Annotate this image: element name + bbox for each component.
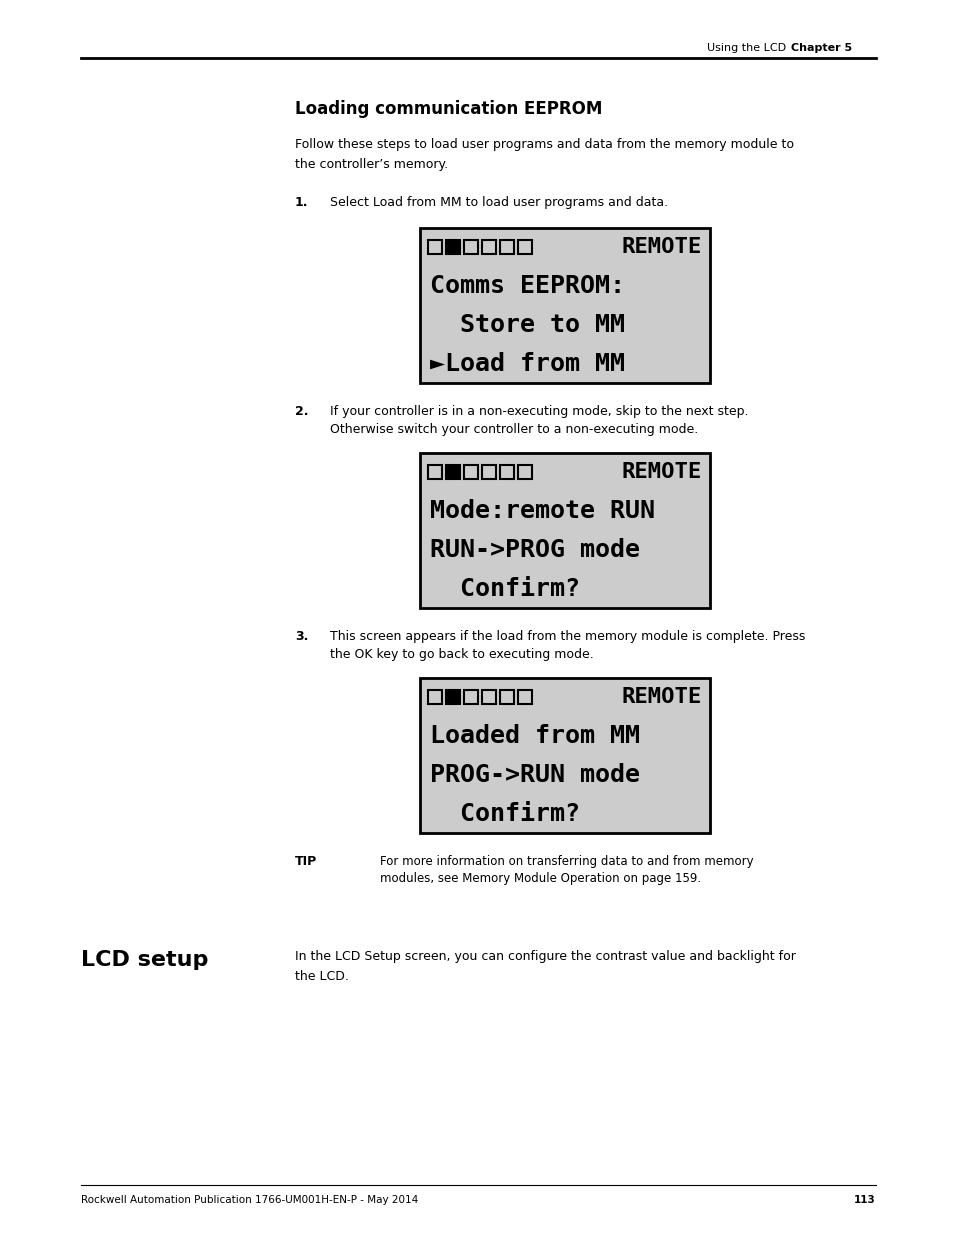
Bar xyxy=(446,466,459,479)
Text: TIP: TIP xyxy=(294,855,317,868)
Text: 3.: 3. xyxy=(294,630,308,643)
Text: 2.: 2. xyxy=(294,405,308,417)
Text: Otherwise switch your controller to a non-executing mode.: Otherwise switch your controller to a no… xyxy=(330,424,698,436)
Text: Using the LCD: Using the LCD xyxy=(706,43,785,53)
Bar xyxy=(463,241,477,254)
Bar xyxy=(428,466,441,479)
Text: Comms EEPROM:: Comms EEPROM: xyxy=(430,274,624,298)
Text: Loading communication EEPROM: Loading communication EEPROM xyxy=(294,100,601,119)
Bar xyxy=(428,241,441,254)
Text: PROG->RUN mode: PROG->RUN mode xyxy=(430,763,639,787)
Bar xyxy=(517,466,532,479)
Bar xyxy=(419,228,709,383)
Bar xyxy=(499,241,514,254)
Bar xyxy=(499,466,514,479)
Text: For more information on transferring data to and from memory: For more information on transferring dat… xyxy=(379,855,753,868)
Text: In the LCD Setup screen, you can configure the contrast value and backlight for: In the LCD Setup screen, you can configu… xyxy=(294,950,795,963)
Text: modules, see Memory Module Operation on page 159.: modules, see Memory Module Operation on … xyxy=(379,872,700,885)
Bar xyxy=(499,690,514,704)
Text: Mode:remote RUN: Mode:remote RUN xyxy=(430,499,655,524)
Bar xyxy=(419,453,709,608)
Bar xyxy=(517,241,532,254)
Bar xyxy=(481,241,496,254)
Text: 1.: 1. xyxy=(294,196,308,209)
Bar xyxy=(463,690,477,704)
Bar xyxy=(481,690,496,704)
Text: This screen appears if the load from the memory module is complete. Press: This screen appears if the load from the… xyxy=(330,630,804,643)
Bar xyxy=(446,690,459,704)
Bar xyxy=(419,678,709,832)
Text: Rockwell Automation Publication 1766-UM001H-EN-P - May 2014: Rockwell Automation Publication 1766-UM0… xyxy=(81,1195,417,1205)
Text: Confirm?: Confirm? xyxy=(430,577,579,600)
Text: the controller’s memory.: the controller’s memory. xyxy=(294,158,448,170)
Bar xyxy=(446,241,459,254)
Text: LCD setup: LCD setup xyxy=(81,950,208,969)
Text: Chapter 5: Chapter 5 xyxy=(790,43,851,53)
Text: Select Load from MM to load user programs and data.: Select Load from MM to load user program… xyxy=(330,196,667,209)
Text: REMOTE: REMOTE xyxy=(621,462,701,483)
Text: Confirm?: Confirm? xyxy=(430,802,579,826)
Bar xyxy=(463,466,477,479)
Text: REMOTE: REMOTE xyxy=(621,688,701,708)
Text: Store to MM: Store to MM xyxy=(430,312,624,337)
Bar xyxy=(517,690,532,704)
Text: Loaded from MM: Loaded from MM xyxy=(430,724,639,748)
Text: Follow these steps to load user programs and data from the memory module to: Follow these steps to load user programs… xyxy=(294,138,793,151)
Text: the LCD.: the LCD. xyxy=(294,969,349,983)
Text: the OK key to go back to executing mode.: the OK key to go back to executing mode. xyxy=(330,648,593,661)
Text: REMOTE: REMOTE xyxy=(621,237,701,257)
Text: If your controller is in a non-executing mode, skip to the next step.: If your controller is in a non-executing… xyxy=(330,405,748,417)
Bar xyxy=(428,690,441,704)
Text: ►Load from MM: ►Load from MM xyxy=(430,352,624,375)
Text: RUN->PROG mode: RUN->PROG mode xyxy=(430,538,639,562)
Text: 113: 113 xyxy=(853,1195,875,1205)
Bar xyxy=(481,466,496,479)
